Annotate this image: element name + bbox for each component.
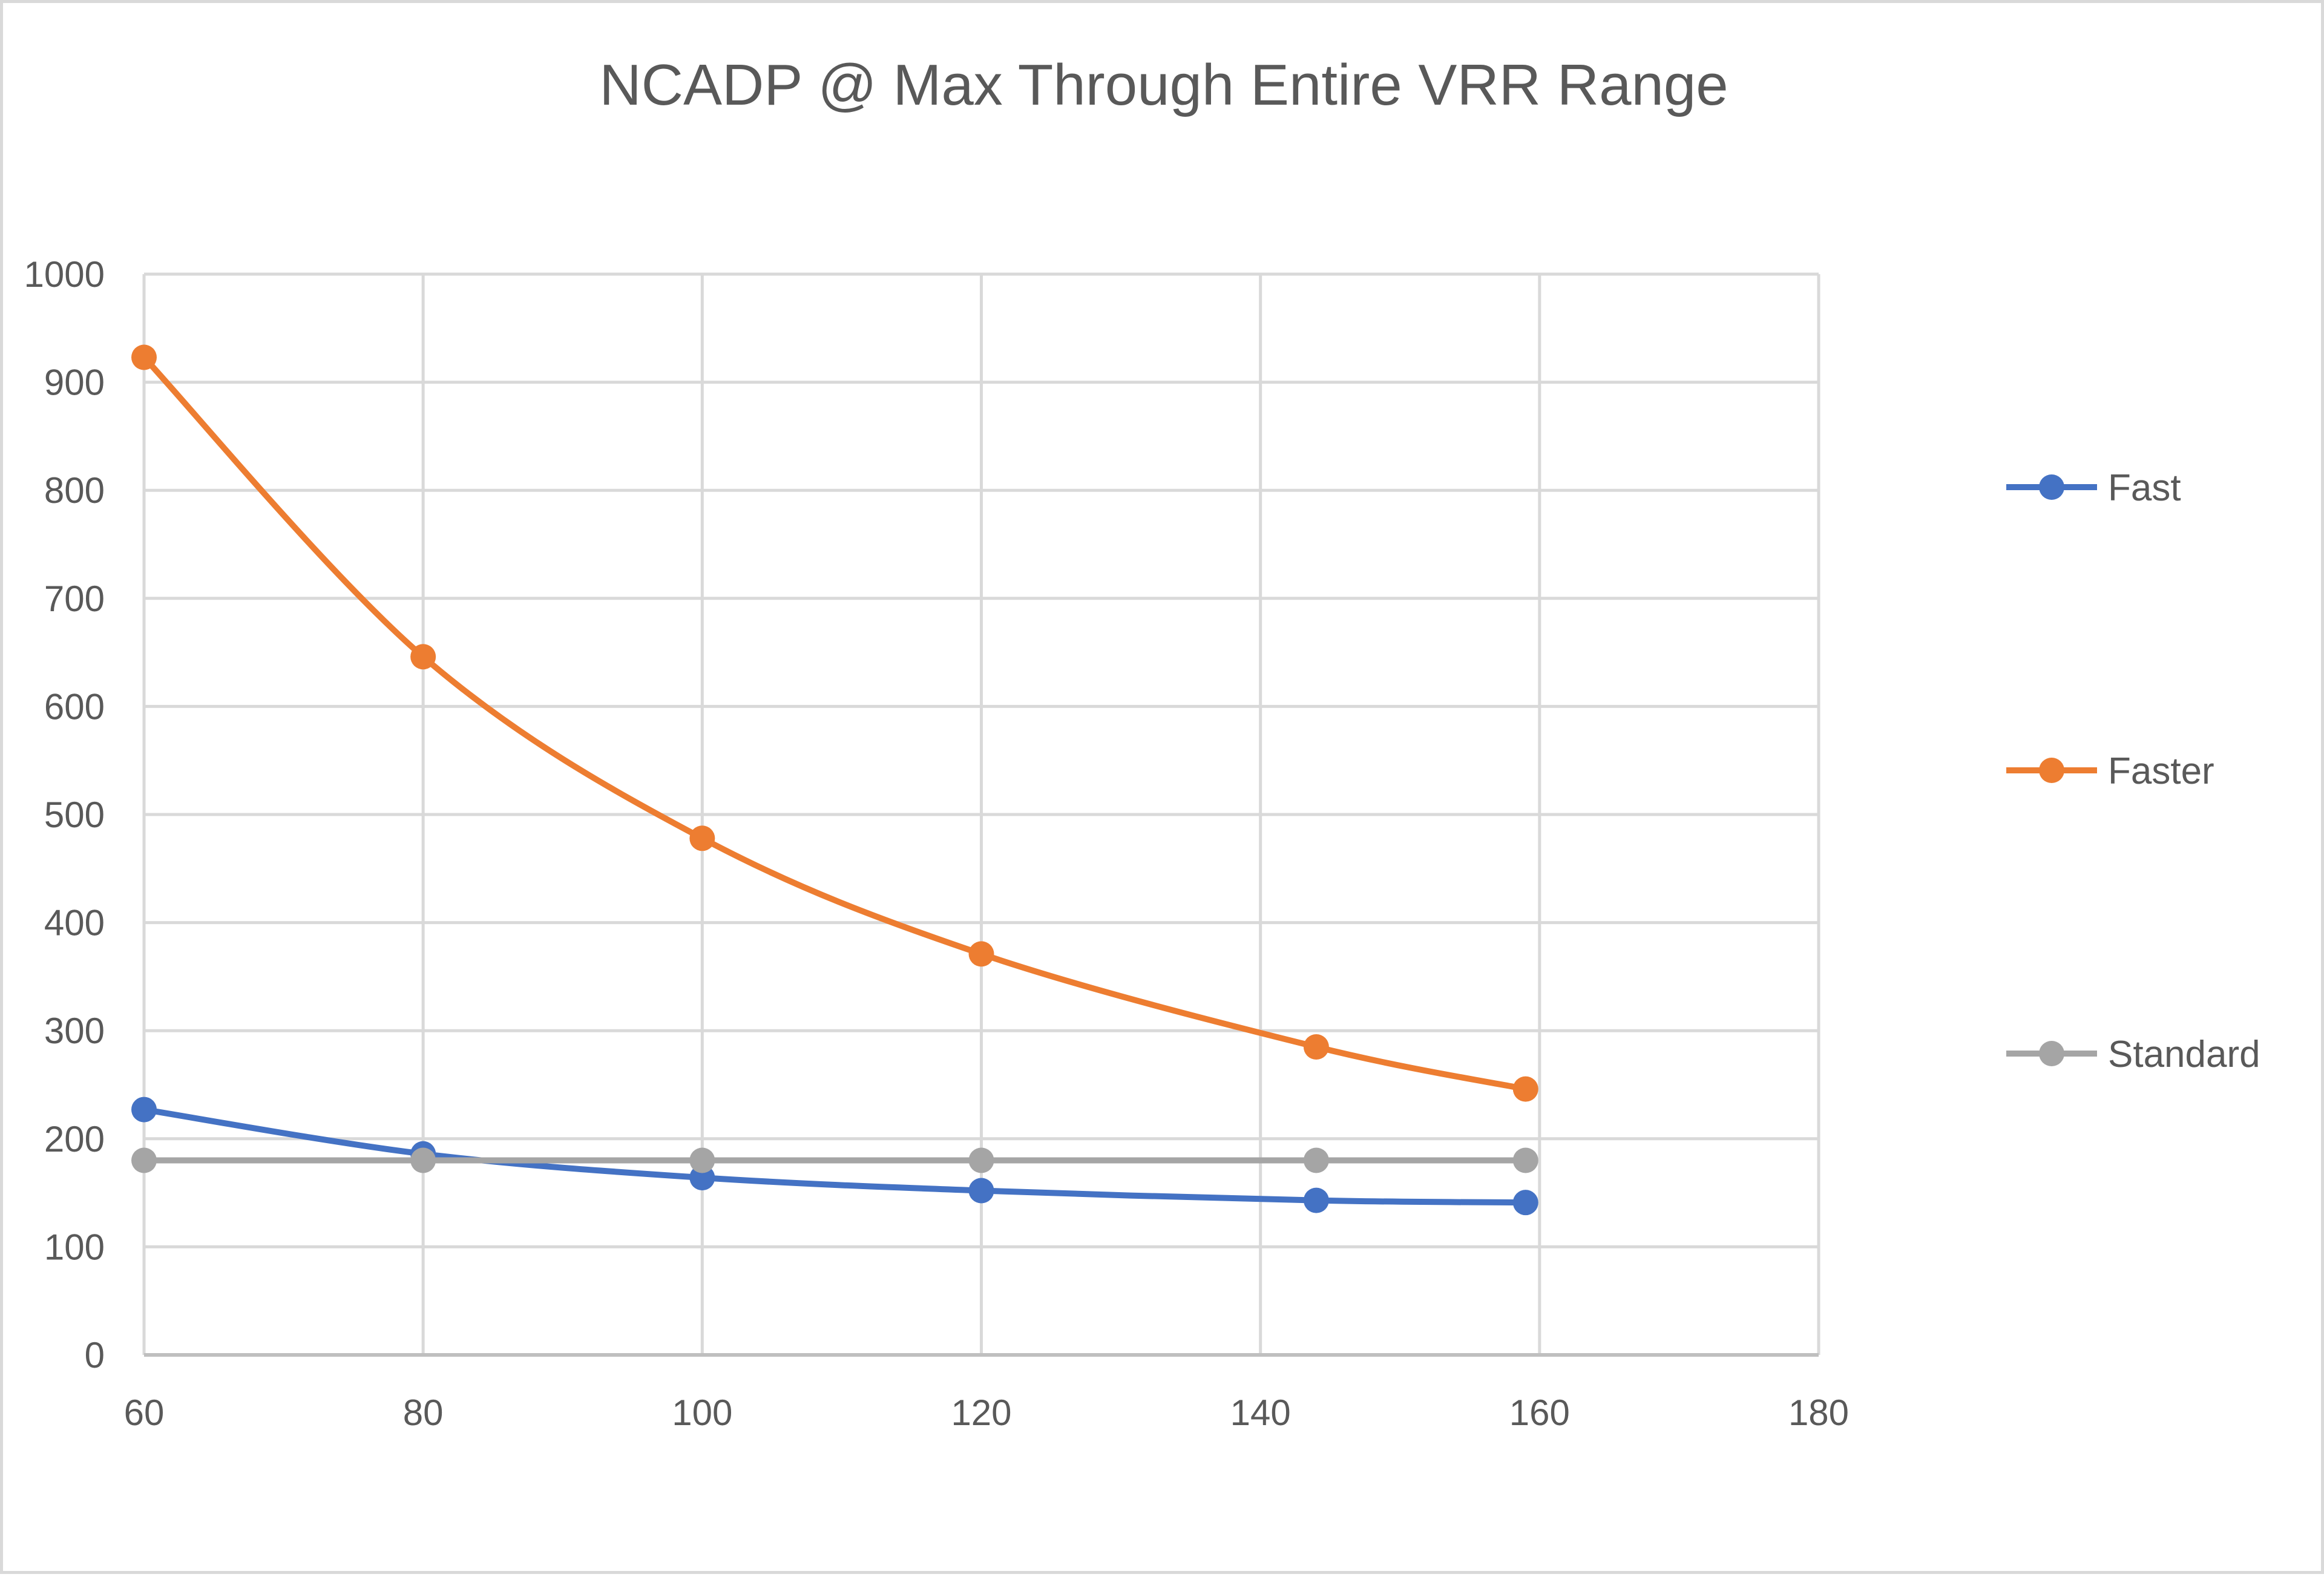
series-markers — [131, 344, 1538, 1216]
x-tick-label: 120 — [951, 1392, 1011, 1433]
legend-marker-faster — [2039, 758, 2064, 783]
series-line-faster — [141, 354, 1529, 1092]
data-point-fast — [1303, 1187, 1329, 1213]
legend-marker-standard — [2039, 1041, 2064, 1066]
data-point-standard — [689, 1147, 715, 1173]
chart-title: NCADP @ Max Through Entire VRR Range — [599, 53, 1728, 117]
data-point-faster — [131, 344, 157, 370]
data-point-standard — [410, 1147, 436, 1173]
legend-label-standard: Standard — [2108, 1034, 2260, 1075]
data-point-faster — [410, 644, 436, 670]
data-point-standard — [1512, 1147, 1538, 1173]
legend-label-faster: Faster — [2108, 750, 2214, 792]
y-tick-label: 400 — [44, 903, 105, 943]
data-point-faster — [689, 825, 715, 851]
y-tick-label: 700 — [44, 579, 105, 619]
data-point-faster — [968, 941, 994, 967]
data-point-fast — [131, 1097, 157, 1123]
data-point-standard — [131, 1147, 157, 1173]
x-tick-label: 140 — [1230, 1392, 1291, 1433]
data-point-faster — [1512, 1076, 1538, 1102]
line-chart: NCADP @ Max Through Entire VRR Range 0 10… — [24, 53, 2260, 1433]
x-tick-label: 180 — [1788, 1392, 1849, 1433]
data-point-fast — [968, 1178, 994, 1204]
y-tick-label: 200 — [44, 1119, 105, 1159]
data-point-standard — [1303, 1147, 1329, 1173]
x-tick-label: 80 — [403, 1392, 444, 1433]
data-point-faster — [1303, 1034, 1329, 1060]
y-tick-label: 1000 — [24, 254, 105, 295]
data-point-fast — [1512, 1190, 1538, 1216]
y-tick-label: 100 — [44, 1227, 105, 1267]
y-tick-label: 600 — [44, 686, 105, 727]
y-tick-label: 0 — [85, 1335, 105, 1375]
y-tick-label: 900 — [44, 362, 105, 403]
tick-labels: 0 100 200 300 400 500 600 700 800 900 1000 60 80 100 1… — [24, 254, 1850, 1433]
x-tick-label: 100 — [672, 1392, 732, 1433]
x-tick-label: 160 — [1509, 1392, 1570, 1433]
legend-label-fast: Fast — [2108, 467, 2181, 509]
y-tick-label: 500 — [44, 795, 105, 835]
x-tick-label: 60 — [124, 1392, 165, 1433]
legend: Fast Faster Standard — [2006, 467, 2260, 1075]
y-tick-label: 800 — [44, 470, 105, 511]
data-point-standard — [968, 1147, 994, 1173]
y-tick-label: 300 — [44, 1011, 105, 1051]
legend-marker-fast — [2039, 474, 2064, 500]
series-lines — [141, 354, 1529, 1206]
